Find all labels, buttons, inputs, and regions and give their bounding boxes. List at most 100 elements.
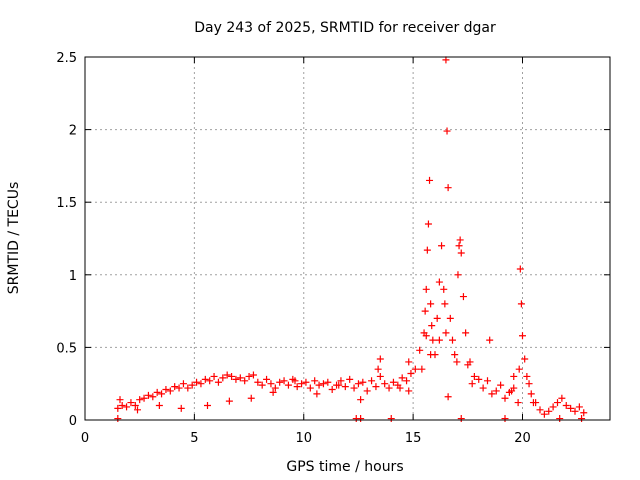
data-point-marker	[567, 404, 575, 412]
data-point-marker	[354, 380, 362, 388]
data-point-marker	[446, 314, 454, 322]
data-point-marker	[441, 300, 449, 308]
data-point-marker	[214, 378, 222, 386]
data-point-marker	[387, 415, 395, 423]
data-point-marker	[175, 384, 183, 392]
x-tick-label: 20	[514, 431, 531, 446]
x-tick-label: 15	[405, 431, 422, 446]
data-point-marker	[372, 383, 380, 391]
data-point-marker	[328, 386, 336, 394]
data-point-marker	[479, 384, 487, 392]
data-point-marker	[341, 383, 349, 391]
data-point-marker	[263, 375, 271, 383]
data-point-marker	[389, 378, 397, 386]
data-point-marker	[433, 314, 441, 322]
data-point-marker	[443, 127, 451, 135]
data-point-marker	[131, 401, 139, 409]
y-tick-label: 1.5	[56, 196, 77, 211]
data-point-marker	[429, 336, 437, 344]
data-point-marker	[376, 372, 384, 380]
data-point-marker	[411, 365, 419, 373]
data-point-marker	[311, 377, 319, 385]
data-point-marker	[444, 184, 452, 192]
data-point-marker	[204, 401, 211, 409]
data-point-marker	[426, 176, 434, 184]
data-point-marker	[269, 388, 277, 396]
data-point-marker	[368, 377, 376, 385]
data-point-marker	[374, 365, 382, 373]
data-point-marker	[554, 399, 561, 407]
chart-title: Day 243 of 2025, SRMTID for receiver dga…	[194, 20, 496, 36]
y-tick-label: 2	[69, 124, 77, 139]
data-point-marker	[451, 351, 459, 359]
data-point-marker	[127, 399, 135, 407]
data-point-marker	[236, 374, 244, 382]
data-point-marker	[508, 387, 516, 395]
data-point-marker	[346, 375, 354, 383]
data-point-marker	[206, 377, 214, 385]
data-point-marker	[405, 387, 413, 395]
data-point-marker	[153, 388, 161, 396]
data-point-marker	[357, 415, 365, 423]
data-point-marker	[219, 374, 227, 382]
data-point-marker	[363, 387, 371, 395]
data-point-marker	[556, 415, 564, 423]
data-point-marker	[315, 381, 323, 389]
data-point-marker	[337, 377, 345, 385]
data-point-marker	[514, 399, 522, 407]
data-point-marker	[571, 407, 579, 415]
data-point-marker	[540, 410, 548, 418]
x-tick-label: 10	[295, 431, 312, 446]
data-point-marker	[488, 390, 496, 398]
data-point-marker	[416, 346, 424, 354]
data-point-marker	[435, 278, 443, 286]
data-point-marker	[381, 380, 389, 388]
data-point-marker	[456, 236, 464, 244]
data-point-marker	[155, 401, 163, 409]
data-point-marker	[536, 406, 544, 414]
data-point-marker	[423, 246, 431, 254]
data-point-marker	[258, 381, 266, 389]
data-point-marker	[158, 390, 166, 398]
axis-ticks: 0 5 10 15 20 0 0.5 1 1.5 2 2.5	[56, 51, 610, 446]
data-point-marker	[527, 390, 535, 398]
data-point-marker	[350, 384, 358, 392]
data-point-marker	[280, 377, 288, 385]
data-point-marker	[324, 378, 332, 386]
data-point-marker	[171, 383, 179, 391]
y-tick-label: 0	[69, 414, 77, 429]
data-point-marker	[515, 365, 523, 373]
data-point-marker	[453, 358, 461, 366]
data-point-marker	[462, 329, 470, 337]
data-point-marker	[225, 397, 233, 405]
data-point-marker	[116, 396, 124, 404]
data-point-marker	[335, 381, 343, 389]
data-point-marker	[405, 358, 413, 366]
data-point-marker	[549, 403, 557, 411]
y-tick-label: 1	[69, 269, 77, 284]
y-axis-label: SRMTID / TECUs	[6, 182, 22, 295]
data-point-marker	[357, 396, 365, 404]
data-point-marker	[403, 377, 411, 385]
data-point-marker	[162, 386, 170, 394]
data-point-marker	[457, 415, 465, 423]
plot-frame	[84, 56, 611, 421]
data-point-marker	[470, 372, 478, 380]
data-point-marker	[254, 378, 262, 386]
data-point-marker	[418, 365, 426, 373]
data-point-marker	[276, 378, 284, 386]
data-point-marker	[442, 329, 450, 337]
data-point-marker	[562, 401, 570, 409]
data-point-marker	[197, 380, 205, 388]
data-point-marker	[529, 399, 537, 407]
data-point-marker	[319, 380, 327, 388]
data-point-marker	[118, 401, 126, 409]
data-point-marker	[578, 415, 586, 423]
data-point-marker	[193, 378, 201, 386]
data-point-marker	[501, 394, 509, 402]
data-point-marker	[459, 293, 467, 301]
data-point-marker	[492, 387, 500, 395]
data-point-marker	[523, 372, 531, 380]
data-point-marker	[245, 372, 253, 380]
